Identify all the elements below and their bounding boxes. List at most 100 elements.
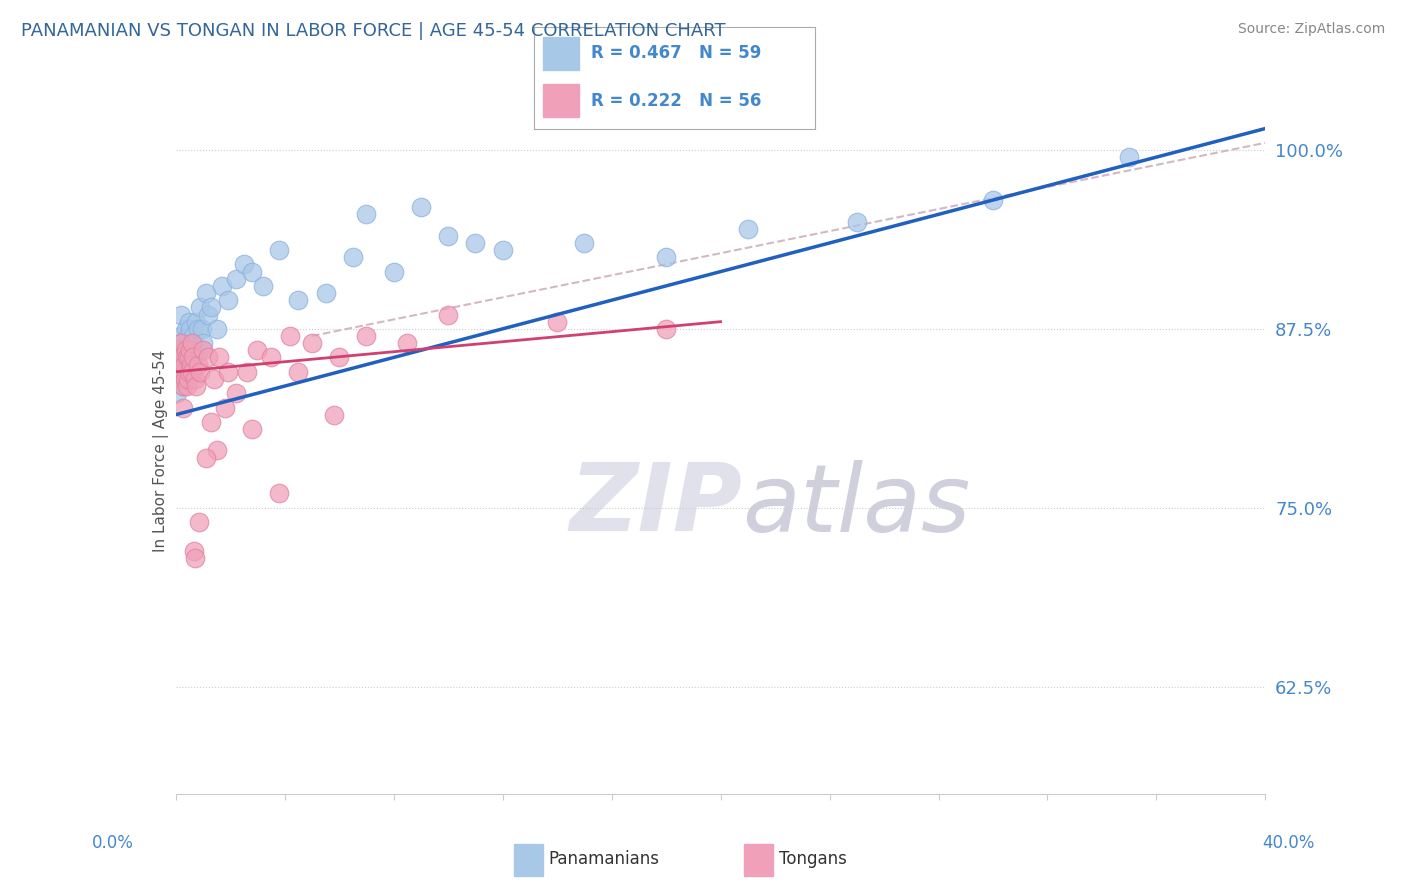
Point — [260, 351, 283, 365]
Point — [194, 450, 217, 465]
Point — [287, 293, 309, 308]
Point — [225, 386, 247, 401]
Point — [574, 235, 596, 250]
Point — [194, 286, 217, 301]
Text: PANAMANIAN VS TONGAN IN LABOR FORCE | AGE 45-54 CORRELATION CHART: PANAMANIAN VS TONGAN IN LABOR FORCE | AG… — [21, 22, 725, 40]
Point — [208, 351, 231, 365]
Text: R = 0.222   N = 56: R = 0.222 N = 56 — [591, 92, 761, 110]
Point — [197, 351, 219, 365]
Point — [437, 228, 460, 243]
Point — [492, 243, 515, 257]
Point — [217, 293, 239, 308]
Point — [409, 200, 432, 214]
Text: 40.0%: 40.0% — [1263, 834, 1315, 852]
Text: Tongans: Tongans — [779, 849, 846, 868]
Point — [173, 372, 195, 386]
Point — [328, 351, 350, 365]
Point — [170, 351, 193, 365]
Point — [214, 401, 236, 415]
Point — [167, 365, 190, 379]
Point — [176, 351, 198, 365]
Point — [179, 343, 201, 358]
Point — [181, 365, 204, 379]
FancyBboxPatch shape — [543, 84, 579, 117]
Point — [464, 235, 486, 250]
Point — [173, 351, 195, 365]
Point — [737, 221, 759, 235]
Point — [169, 365, 191, 379]
Point — [205, 443, 228, 458]
Point — [167, 351, 190, 365]
Point — [197, 308, 219, 322]
Point — [225, 271, 247, 285]
Point — [382, 264, 405, 278]
Point — [184, 550, 207, 565]
Point — [169, 329, 191, 343]
Point — [546, 315, 568, 329]
Point — [205, 322, 228, 336]
Point — [322, 408, 344, 422]
Point — [240, 422, 263, 436]
Point — [177, 315, 200, 329]
Point — [179, 322, 201, 336]
Point — [315, 286, 337, 301]
FancyBboxPatch shape — [543, 37, 579, 70]
Point — [211, 279, 233, 293]
Point — [172, 379, 194, 393]
Point — [174, 343, 197, 358]
Point — [396, 336, 419, 351]
FancyBboxPatch shape — [515, 844, 543, 876]
Point — [278, 329, 301, 343]
Text: atlas: atlas — [742, 460, 970, 551]
Point — [172, 401, 194, 415]
Point — [252, 279, 274, 293]
Point — [287, 365, 309, 379]
Point — [183, 329, 205, 343]
Point — [183, 543, 205, 558]
Point — [232, 257, 254, 271]
Text: ZIP: ZIP — [569, 459, 742, 551]
Point — [217, 365, 239, 379]
Point — [186, 358, 209, 372]
Point — [166, 386, 188, 401]
Point — [176, 358, 198, 372]
Point — [269, 486, 291, 500]
Point — [1118, 150, 1140, 164]
Text: 0.0%: 0.0% — [91, 834, 134, 852]
Point — [301, 336, 323, 351]
Point — [180, 365, 202, 379]
FancyBboxPatch shape — [744, 844, 773, 876]
Point — [170, 372, 193, 386]
Point — [186, 379, 208, 393]
Point — [342, 250, 364, 264]
Point — [655, 250, 678, 264]
Point — [172, 358, 194, 372]
Point — [176, 379, 198, 393]
Point — [356, 329, 378, 343]
Point — [169, 308, 191, 322]
Point — [235, 365, 257, 379]
Point — [181, 336, 204, 351]
Point — [184, 372, 207, 386]
Point — [170, 336, 193, 351]
Point — [174, 343, 197, 358]
Text: Panamanians: Panamanians — [548, 849, 659, 868]
Point — [179, 351, 201, 365]
Point — [437, 308, 460, 322]
Point — [167, 358, 190, 372]
Point — [186, 322, 209, 336]
Point — [167, 351, 190, 365]
Point — [176, 336, 198, 351]
Point — [240, 264, 263, 278]
Point — [202, 372, 225, 386]
Point — [179, 365, 201, 379]
Point — [200, 301, 222, 315]
Point — [177, 329, 200, 343]
Point — [191, 336, 214, 351]
Point — [180, 358, 202, 372]
Text: Source: ZipAtlas.com: Source: ZipAtlas.com — [1237, 22, 1385, 37]
Point — [173, 358, 195, 372]
Point — [187, 343, 209, 358]
Point — [188, 365, 211, 379]
Point — [191, 343, 214, 358]
